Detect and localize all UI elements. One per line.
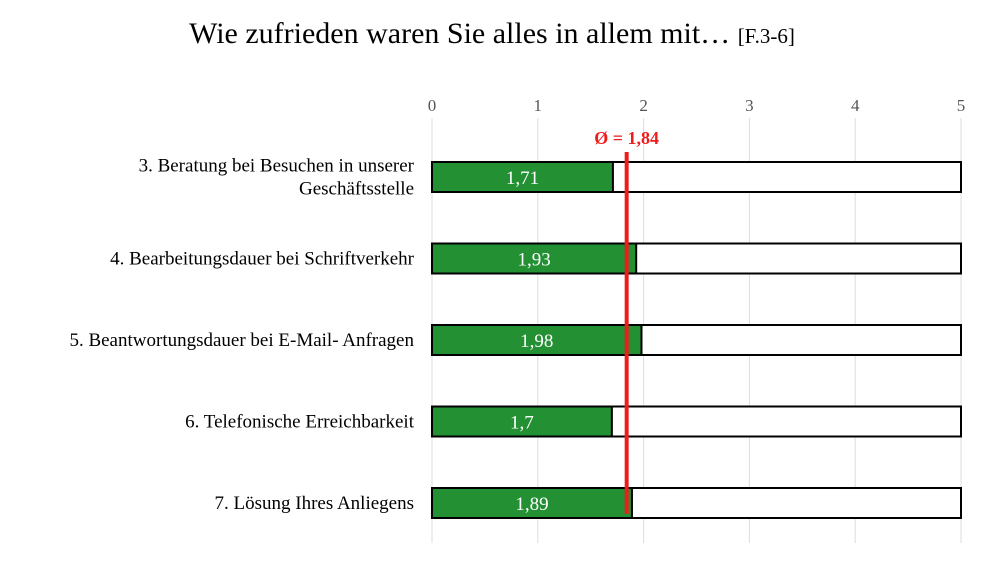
x-tick-label: 0 bbox=[428, 96, 437, 115]
bar-value-label: 1,98 bbox=[520, 331, 553, 352]
chart-title: Wie zufrieden waren Sie alles in allem m… bbox=[0, 16, 984, 54]
x-tick-label: 1 bbox=[534, 96, 543, 115]
category-labels: 3. Beratung bei Besuchen in unserer Gesch… bbox=[69, 156, 414, 515]
x-tick-label: 4 bbox=[851, 96, 860, 115]
category-label: 4. Bearbeitungsdauer bei Schriftverkehr bbox=[110, 249, 415, 270]
category-label-line: 3. Beratung bei Besuchen in unserer bbox=[139, 156, 415, 177]
average-marker: Ø = 1,84 bbox=[594, 128, 659, 514]
category-label-line: 6. Telefonische Erreichbarkeit bbox=[185, 412, 415, 433]
category-label-line: 4. Bearbeitungsdauer bei Schriftverkehr bbox=[110, 249, 415, 270]
bar bbox=[431, 487, 633, 519]
bar bbox=[431, 161, 614, 193]
bars: 1,71 1,93 1,98 1,7 1,89 bbox=[431, 161, 962, 519]
category-label: 5. Beantwortungsdauer bei E-Mail- Anfrag… bbox=[69, 330, 414, 351]
category-label: 6. Telefonische Erreichbarkeit bbox=[185, 412, 415, 433]
category-label-line: 5. Beantwortungsdauer bei E-Mail- Anfrag… bbox=[69, 330, 414, 351]
average-label: Ø = 1,84 bbox=[594, 128, 659, 148]
x-tick-label: 3 bbox=[745, 96, 754, 115]
category-label-line: 7. Lösung Ihres Anliegens bbox=[215, 493, 414, 514]
bar-value-label: 1,89 bbox=[515, 494, 548, 515]
bar bbox=[431, 324, 643, 356]
x-tick-label: 5 bbox=[957, 96, 966, 115]
chart-title-code: [F.3-6] bbox=[737, 24, 795, 48]
bar bbox=[431, 405, 613, 438]
chart-title-text: Wie zufrieden waren Sie alles in allem m… bbox=[189, 17, 731, 50]
category-label: 3. Beratung bei Besuchen in unserer Gesch… bbox=[139, 156, 415, 200]
bar-value-label: 1,71 bbox=[506, 168, 539, 189]
bar-value-label: 1,93 bbox=[517, 250, 550, 271]
bar bbox=[431, 242, 638, 275]
bar-value-label: 1,7 bbox=[510, 413, 534, 434]
x-axis-ticks: 0 1 2 3 4 5 bbox=[428, 96, 966, 115]
x-tick-label: 2 bbox=[639, 96, 648, 115]
category-label: 7. Lösung Ihres Anliegens bbox=[215, 493, 414, 514]
category-label-line: Geschäftsstelle bbox=[299, 179, 414, 200]
